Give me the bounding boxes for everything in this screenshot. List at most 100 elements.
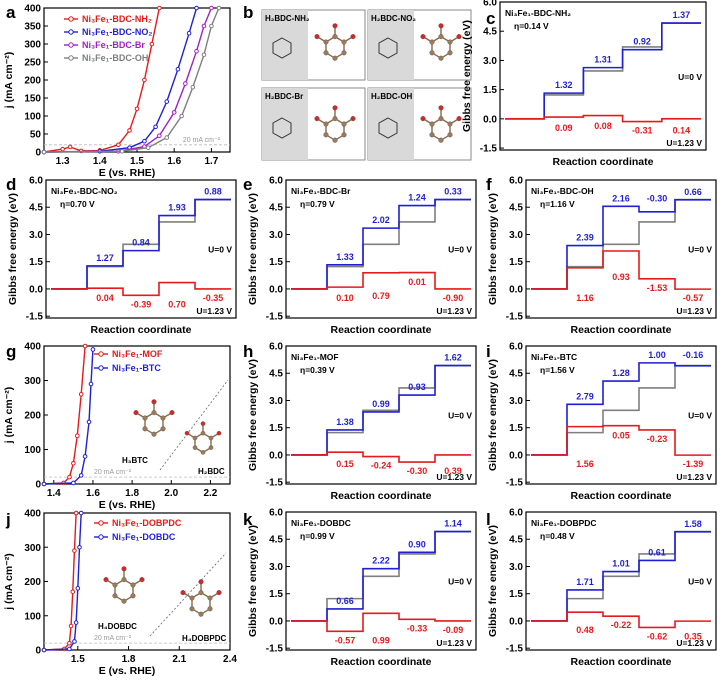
potential-label-0v: U=0 V [688, 577, 712, 587]
x-tick-label: 1.7 [204, 156, 218, 167]
chart-h-gibbs: -1.5 0.0 1.5 3.0 4.5 6.0 Gibbs free energy (eV… [247, 342, 477, 502]
step-value-u0: 1.31 [594, 55, 612, 65]
molecule-atom [142, 415, 148, 421]
skeletal-structure [272, 37, 292, 59]
series-point [164, 135, 170, 140]
potential-label-0v: U=0 V [448, 411, 472, 421]
y-tick-label: 4.5 [269, 203, 283, 214]
series-point [75, 586, 81, 591]
step-value-u123: -0.33 [407, 623, 428, 633]
step-value-u123: 1.56 [576, 459, 594, 469]
series-point [145, 145, 151, 150]
x-axis-title: Reaction coordinate [553, 156, 654, 168]
molecule-drawing [420, 105, 462, 143]
y-tick-label: 400 [24, 509, 41, 520]
molecule-atom [207, 606, 213, 612]
potential-label-123v: U=1.23 V [196, 306, 232, 316]
y-tick-label: 6.0 [509, 342, 523, 353]
step-value-u0: 2.16 [612, 193, 630, 203]
y-tick-label: -1.5 [506, 312, 524, 323]
chart-d-gibbs: -1.5 0.0 1.5 3.0 4.5 6.0 Gibbs free energy (eV… [7, 176, 237, 336]
panel-letter-f: f [486, 175, 492, 194]
y-tick-label: 6.0 [509, 176, 523, 187]
step-value-u0: 0.92 [633, 37, 651, 47]
step-value-u0: 1.33 [336, 252, 354, 262]
series-point [157, 5, 162, 11]
y-tick-label: 0 [35, 480, 41, 491]
step-line-u0 [291, 364, 471, 456]
y-axis-title: Gibbs free energy (eV) [247, 193, 259, 305]
y-tick-label: -1.5 [480, 144, 498, 155]
molecule-label-oh: H₂BDC-OH [371, 92, 413, 101]
x-tick-label: 1.8 [125, 488, 139, 499]
plot-frame [525, 511, 717, 651]
molecule-atom [323, 50, 329, 56]
y-axis-title: Gibbs free energy (eV) [487, 359, 499, 471]
x-tick-label: 1.3 [56, 156, 70, 167]
x-tick-label: 1.6 [86, 488, 100, 499]
y-tick-label: 100 [24, 611, 41, 622]
molecule-drawing-dobpdc [180, 579, 222, 617]
molecule-atom [332, 116, 338, 122]
step-line-u123 [505, 114, 701, 123]
step-value-u123: 0.70 [168, 299, 186, 309]
chart-title: Ni₃Fe₁-DOBDC [291, 518, 351, 528]
series-point [119, 148, 125, 154]
molecule-atom [198, 590, 204, 596]
plot-frame [285, 179, 477, 319]
legend-marker [68, 29, 74, 35]
y-tick-label: 400 [24, 342, 41, 353]
series-point [179, 113, 184, 119]
y-tick-label: 0.0 [509, 450, 523, 461]
step-line-u123 [51, 281, 231, 297]
series-point [142, 138, 147, 144]
chart-a-lsv: 0 50 100 150 200 250 300 350 400 1.3 1.4 1.5 1.6 1.7 j… [3, 4, 231, 179]
series-point [186, 30, 192, 36]
step-line-u0 [505, 22, 701, 120]
panel-letter-d: d [6, 175, 16, 194]
overpotential-label: η=0.79 V [300, 199, 335, 209]
molecule-atom [180, 590, 186, 596]
y-tick-label: 250 [24, 58, 41, 69]
step-value-u123: -0.31 [632, 126, 653, 136]
y-tick-label: 3.0 [509, 396, 523, 407]
series-point [67, 474, 72, 480]
overpotential-label: η=1.56 V [540, 365, 575, 375]
chart-title: Ni₃Fe₁-DOBPDC [531, 518, 597, 528]
series-point [82, 343, 88, 349]
x-tick-label: 2.4 [223, 654, 237, 665]
series-point [175, 66, 181, 72]
series-point [77, 544, 82, 550]
panel-letter-e: e [243, 175, 252, 194]
molecule-atom [198, 579, 204, 585]
plot-frame [525, 345, 717, 485]
legend-label: Ni₃Fe₁-BDC-Br [82, 40, 145, 50]
series-point [153, 124, 158, 130]
y-tick-label: 100 [24, 112, 41, 123]
molecule-atom [151, 399, 157, 405]
molecule-atom [341, 132, 347, 138]
series-point [78, 510, 84, 516]
step-value-u0: 1.62 [444, 353, 462, 363]
legend-label: Ni₃Fe₁-BDC-OH [82, 53, 148, 63]
molecule-atom [160, 426, 166, 432]
step-line-u0 [51, 198, 231, 290]
potential-label-123v: U=1.23 V [436, 638, 472, 648]
x-axis-title: Reaction coordinate [571, 656, 672, 668]
chart-f-gibbs: -1.5 0.0 1.5 3.0 4.5 6.0 Gibbs free energy (eV… [487, 176, 717, 336]
molecule-atom [112, 593, 118, 599]
potential-label-0v: U=0 V [448, 577, 472, 587]
x-axis-title: Reaction coordinate [331, 656, 432, 668]
step-value-u123: 1.16 [576, 293, 594, 303]
panel-letter-j: j [5, 510, 11, 529]
molecule-atom [429, 50, 435, 56]
molecule-atom [198, 611, 204, 617]
chart-l-gibbs: -1.5 0.0 1.5 3.0 4.5 6.0 Gibbs free energy (eV… [487, 508, 717, 668]
series-point [194, 48, 199, 54]
step-value-u0: 1.14 [444, 519, 462, 529]
skeletal-structure [378, 37, 398, 59]
potential-label-123v: U=1.23 V [676, 472, 712, 482]
step-value-u0: 1.24 [408, 193, 426, 203]
step-line-u0 [531, 530, 711, 622]
y-tick-label: 0.0 [29, 284, 43, 295]
